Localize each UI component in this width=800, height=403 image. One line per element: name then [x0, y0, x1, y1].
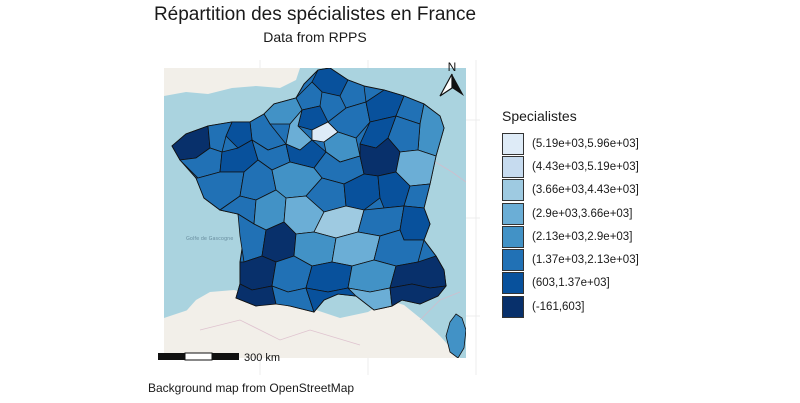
- legend-item: (5.19e+03,5.96e+03]: [502, 132, 639, 155]
- department-cotes-armor: [207, 121, 233, 153]
- legend-item: (603,1.37e+03]: [502, 272, 639, 295]
- legend-item: (1.37e+03,2.13e+03]: [502, 248, 639, 272]
- legend-item: (-161,603]: [502, 295, 639, 318]
- legend-label: (2.13e+03,2.9e+03]: [532, 230, 633, 243]
- legend-swatch: [502, 132, 524, 155]
- departments: [171, 68, 447, 313]
- legend-label: (603,1.37e+03]: [532, 277, 610, 290]
- department-var: [389, 283, 447, 307]
- legend-label: (1.37e+03,2.13e+03]: [532, 254, 639, 267]
- legend-swatch: [502, 179, 524, 202]
- department-aude: [305, 287, 358, 313]
- sea-label: Golfe de Gascogne: [186, 236, 233, 242]
- department-corse: [445, 313, 466, 358]
- scale-bar-label: 300 km: [244, 352, 280, 364]
- legend-label: (4.43e+03,5.19e+03]: [532, 160, 639, 173]
- north-arrow: N: [439, 60, 464, 97]
- north-arrow-label: N: [448, 60, 457, 74]
- legend-item: (2.9e+03,3.66e+03]: [502, 202, 639, 225]
- legend-item: (2.13e+03,2.9e+03]: [502, 225, 639, 248]
- legend-swatch: [502, 295, 524, 318]
- scale-bar: 300 km: [158, 352, 280, 364]
- legend-swatch: [502, 202, 524, 225]
- map-title: Répartition des spécialistes en France: [153, 4, 477, 25]
- legend-label: (3.66e+03,4.43e+03]: [532, 184, 639, 197]
- legend-label: (-161,603]: [532, 300, 585, 313]
- legend-label: (5.19e+03,5.96e+03]: [532, 137, 639, 150]
- map-caption: Background map from OpenStreetMap: [148, 381, 355, 395]
- legend-swatch: [502, 225, 524, 248]
- spain-land: [164, 296, 460, 358]
- department-ardeche: [347, 259, 397, 293]
- legend-label: (2.9e+03,3.66e+03]: [532, 207, 633, 220]
- legend-swatch: [502, 249, 524, 272]
- legend: Specialistes (5.19e+03,5.96e+03] (4.43e+0…: [502, 108, 639, 318]
- legend-swatch: [502, 272, 524, 295]
- north-arrow-icon: [452, 74, 464, 96]
- england-land: [164, 68, 300, 96]
- legend-item: (3.66e+03,4.43e+03]: [502, 179, 639, 202]
- legend-item: (4.43e+03,5.19e+03]: [502, 155, 639, 178]
- department-cantal: [305, 261, 353, 293]
- legend-swatch: [502, 155, 524, 178]
- department-savoie: [399, 205, 431, 241]
- map-subtitle: Data from RPPS: [263, 29, 367, 45]
- legend-title: Specialistes: [502, 108, 577, 124]
- legend-rows: (5.19e+03,5.96e+03] (4.43e+03,5.19e+03] (3…: [502, 132, 639, 318]
